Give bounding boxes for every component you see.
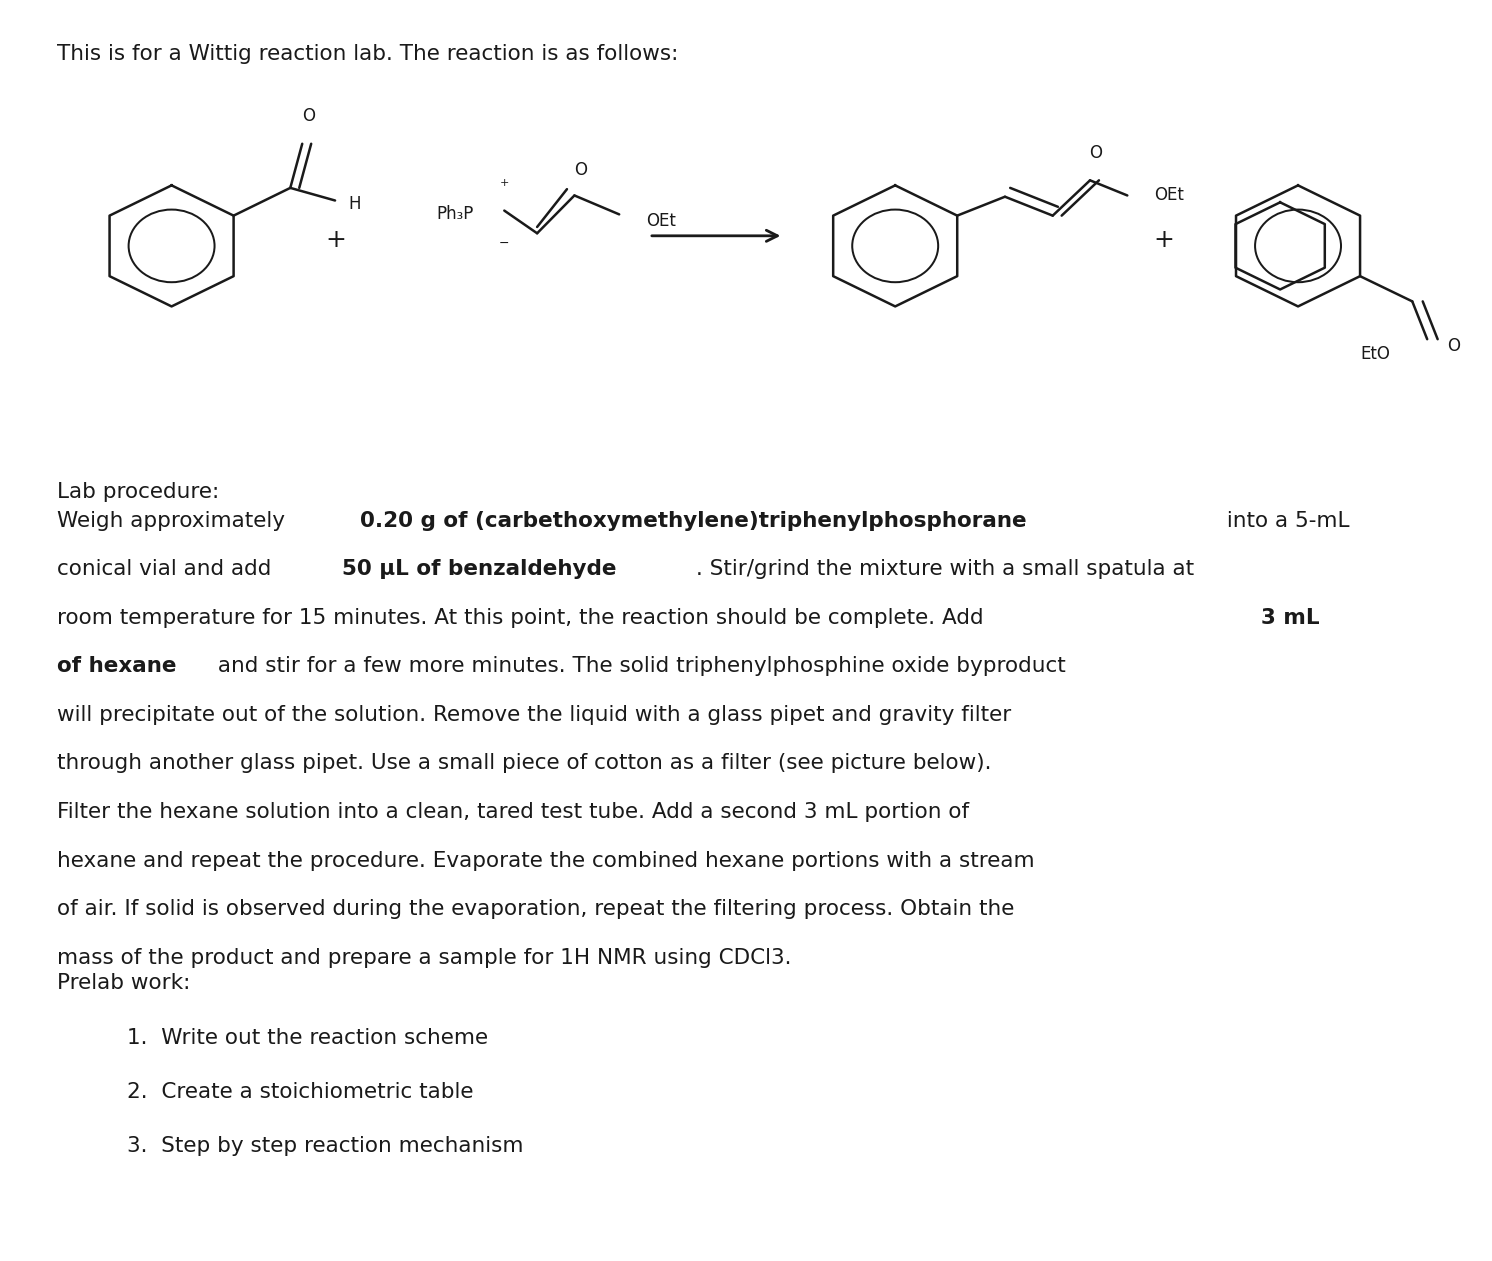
Text: Weigh approximately: Weigh approximately bbox=[57, 511, 291, 531]
Text: of hexane: of hexane bbox=[57, 656, 176, 676]
Text: 3 mL: 3 mL bbox=[1261, 608, 1320, 628]
Text: . Stir/grind the mixture with a small spatula at: . Stir/grind the mixture with a small sp… bbox=[697, 560, 1195, 579]
Text: conical vial and add: conical vial and add bbox=[57, 560, 278, 579]
Text: Prelab work:: Prelab work: bbox=[57, 973, 189, 994]
Text: This is for a Wittig reaction lab. The reaction is as follows:: This is for a Wittig reaction lab. The r… bbox=[57, 44, 677, 64]
Text: room temperature for 15 minutes. At this point, the reaction should be complete.: room temperature for 15 minutes. At this… bbox=[57, 608, 991, 628]
Text: 2.  Create a stoichiometric table: 2. Create a stoichiometric table bbox=[127, 1082, 473, 1102]
Text: −: − bbox=[498, 237, 510, 250]
Text: Lab procedure:: Lab procedure: bbox=[57, 482, 219, 502]
Text: mass of the product and prepare a sample for 1H NMR using CDCl3.: mass of the product and prepare a sample… bbox=[57, 948, 791, 967]
Text: +: + bbox=[500, 178, 509, 188]
Text: 0.20 g of (carbethoxymethylene)triphenylphosphorane: 0.20 g of (carbethoxymethylene)triphenyl… bbox=[360, 511, 1026, 531]
Text: 1.  Write out the reaction scheme: 1. Write out the reaction scheme bbox=[127, 1028, 488, 1048]
Text: will precipitate out of the solution. Remove the liquid with a glass pipet and g: will precipitate out of the solution. Re… bbox=[57, 705, 1012, 725]
Text: OEt: OEt bbox=[646, 212, 676, 230]
Text: H: H bbox=[348, 195, 361, 213]
Text: OEt: OEt bbox=[1155, 187, 1185, 204]
Text: O: O bbox=[574, 161, 586, 179]
Text: of air. If solid is observed during the evaporation, repeat the filtering proces: of air. If solid is observed during the … bbox=[57, 899, 1015, 919]
Text: EtO: EtO bbox=[1361, 346, 1391, 363]
Text: into a 5-mL: into a 5-mL bbox=[1220, 511, 1349, 531]
Text: +: + bbox=[325, 227, 346, 252]
Text: O: O bbox=[1089, 144, 1103, 161]
Text: O: O bbox=[301, 107, 315, 125]
Text: hexane and repeat the procedure. Evaporate the combined hexane portions with a s: hexane and repeat the procedure. Evapora… bbox=[57, 851, 1034, 870]
Text: and stir for a few more minutes. The solid triphenylphosphine oxide byproduct: and stir for a few more minutes. The sol… bbox=[210, 656, 1065, 676]
Text: 3.  Step by step reaction mechanism: 3. Step by step reaction mechanism bbox=[127, 1136, 524, 1156]
Text: Ph₃P: Ph₃P bbox=[436, 206, 474, 223]
Text: Filter the hexane solution into a clean, tared test tube. Add a second 3 mL port: Filter the hexane solution into a clean,… bbox=[57, 802, 968, 822]
Text: through another glass pipet. Use a small piece of cotton as a filter (see pictur: through another glass pipet. Use a small… bbox=[57, 754, 991, 773]
Text: +: + bbox=[1153, 227, 1174, 252]
Text: O: O bbox=[1447, 337, 1461, 354]
Text: 50 μL of benzaldehyde: 50 μL of benzaldehyde bbox=[342, 560, 616, 579]
